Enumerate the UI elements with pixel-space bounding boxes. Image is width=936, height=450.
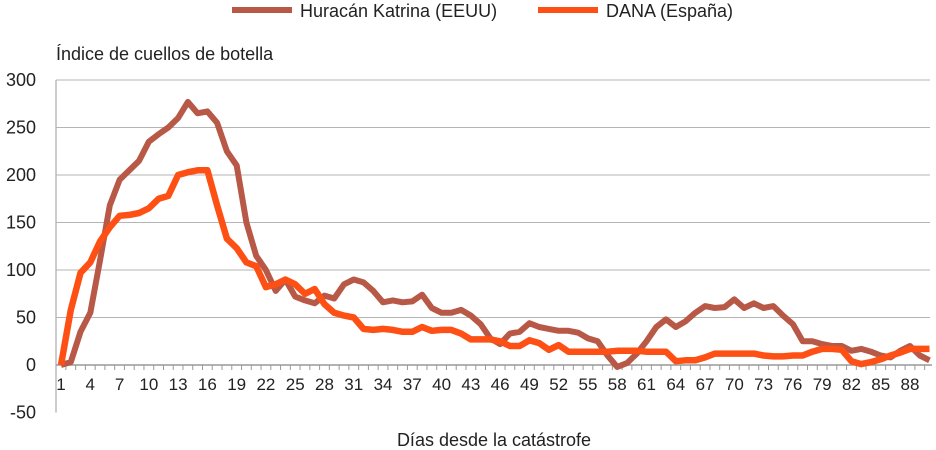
legend-label: DANA (España) — [606, 1, 733, 21]
x-tick-label: 28 — [315, 375, 334, 394]
legend-label: Huracán Katrina (EEUU) — [300, 1, 497, 21]
y-tick-label: 200 — [6, 165, 36, 185]
x-tick-label: 49 — [520, 375, 539, 394]
x-tick-label: 46 — [491, 375, 510, 394]
x-tick-label: 52 — [549, 375, 568, 394]
x-tick-label: 16 — [198, 375, 217, 394]
x-tick-label: 37 — [403, 375, 422, 394]
x-tick-label: 43 — [461, 375, 480, 394]
y-tick-label: 100 — [6, 260, 36, 280]
x-tick-label: 4 — [86, 375, 95, 394]
y-axis-label: Índice de cuellos de botella — [56, 44, 274, 64]
x-tick-label: 70 — [725, 375, 744, 394]
x-tick-label: 1 — [56, 375, 65, 394]
x-tick-label: 79 — [813, 375, 832, 394]
x-tick-label: 40 — [432, 375, 451, 394]
y-tick-label: 150 — [6, 213, 36, 233]
series-line-1 — [57, 167, 930, 368]
x-tick-label: 88 — [901, 375, 920, 394]
y-tick-label: 50 — [16, 308, 36, 328]
y-tick-label: 300 — [6, 70, 36, 90]
legend: Huracán Katrina (EEUU) DANA (España) — [232, 1, 733, 21]
x-tick-label: 25 — [286, 375, 305, 394]
x-tick-label: 61 — [637, 375, 656, 394]
y-tick-label: 0 — [26, 355, 36, 375]
x-tick-label: 19 — [227, 375, 246, 394]
x-tick-label: 58 — [608, 375, 627, 394]
x-tick-label: 22 — [256, 375, 275, 394]
x-tick-label: 55 — [579, 375, 598, 394]
y-tick-label: 250 — [6, 118, 36, 138]
x-tick-label: 64 — [666, 375, 685, 394]
x-tick-label: 7 — [115, 375, 124, 394]
series-line-0 — [60, 98, 931, 370]
x-tick-label: 34 — [374, 375, 393, 394]
x-tick-label: 10 — [139, 375, 158, 394]
x-tick-label: 85 — [871, 375, 890, 394]
x-tick-label: 31 — [344, 375, 363, 394]
x-tick-label: 82 — [842, 375, 861, 394]
y-tick-label: -50 — [10, 403, 36, 423]
x-tick-label: 13 — [169, 375, 188, 394]
x-tick-label: 73 — [754, 375, 773, 394]
x-tick-label: 67 — [696, 375, 715, 394]
x-tick-label: 76 — [783, 375, 802, 394]
x-axis-label: Días desde la catástrofe — [397, 430, 591, 450]
